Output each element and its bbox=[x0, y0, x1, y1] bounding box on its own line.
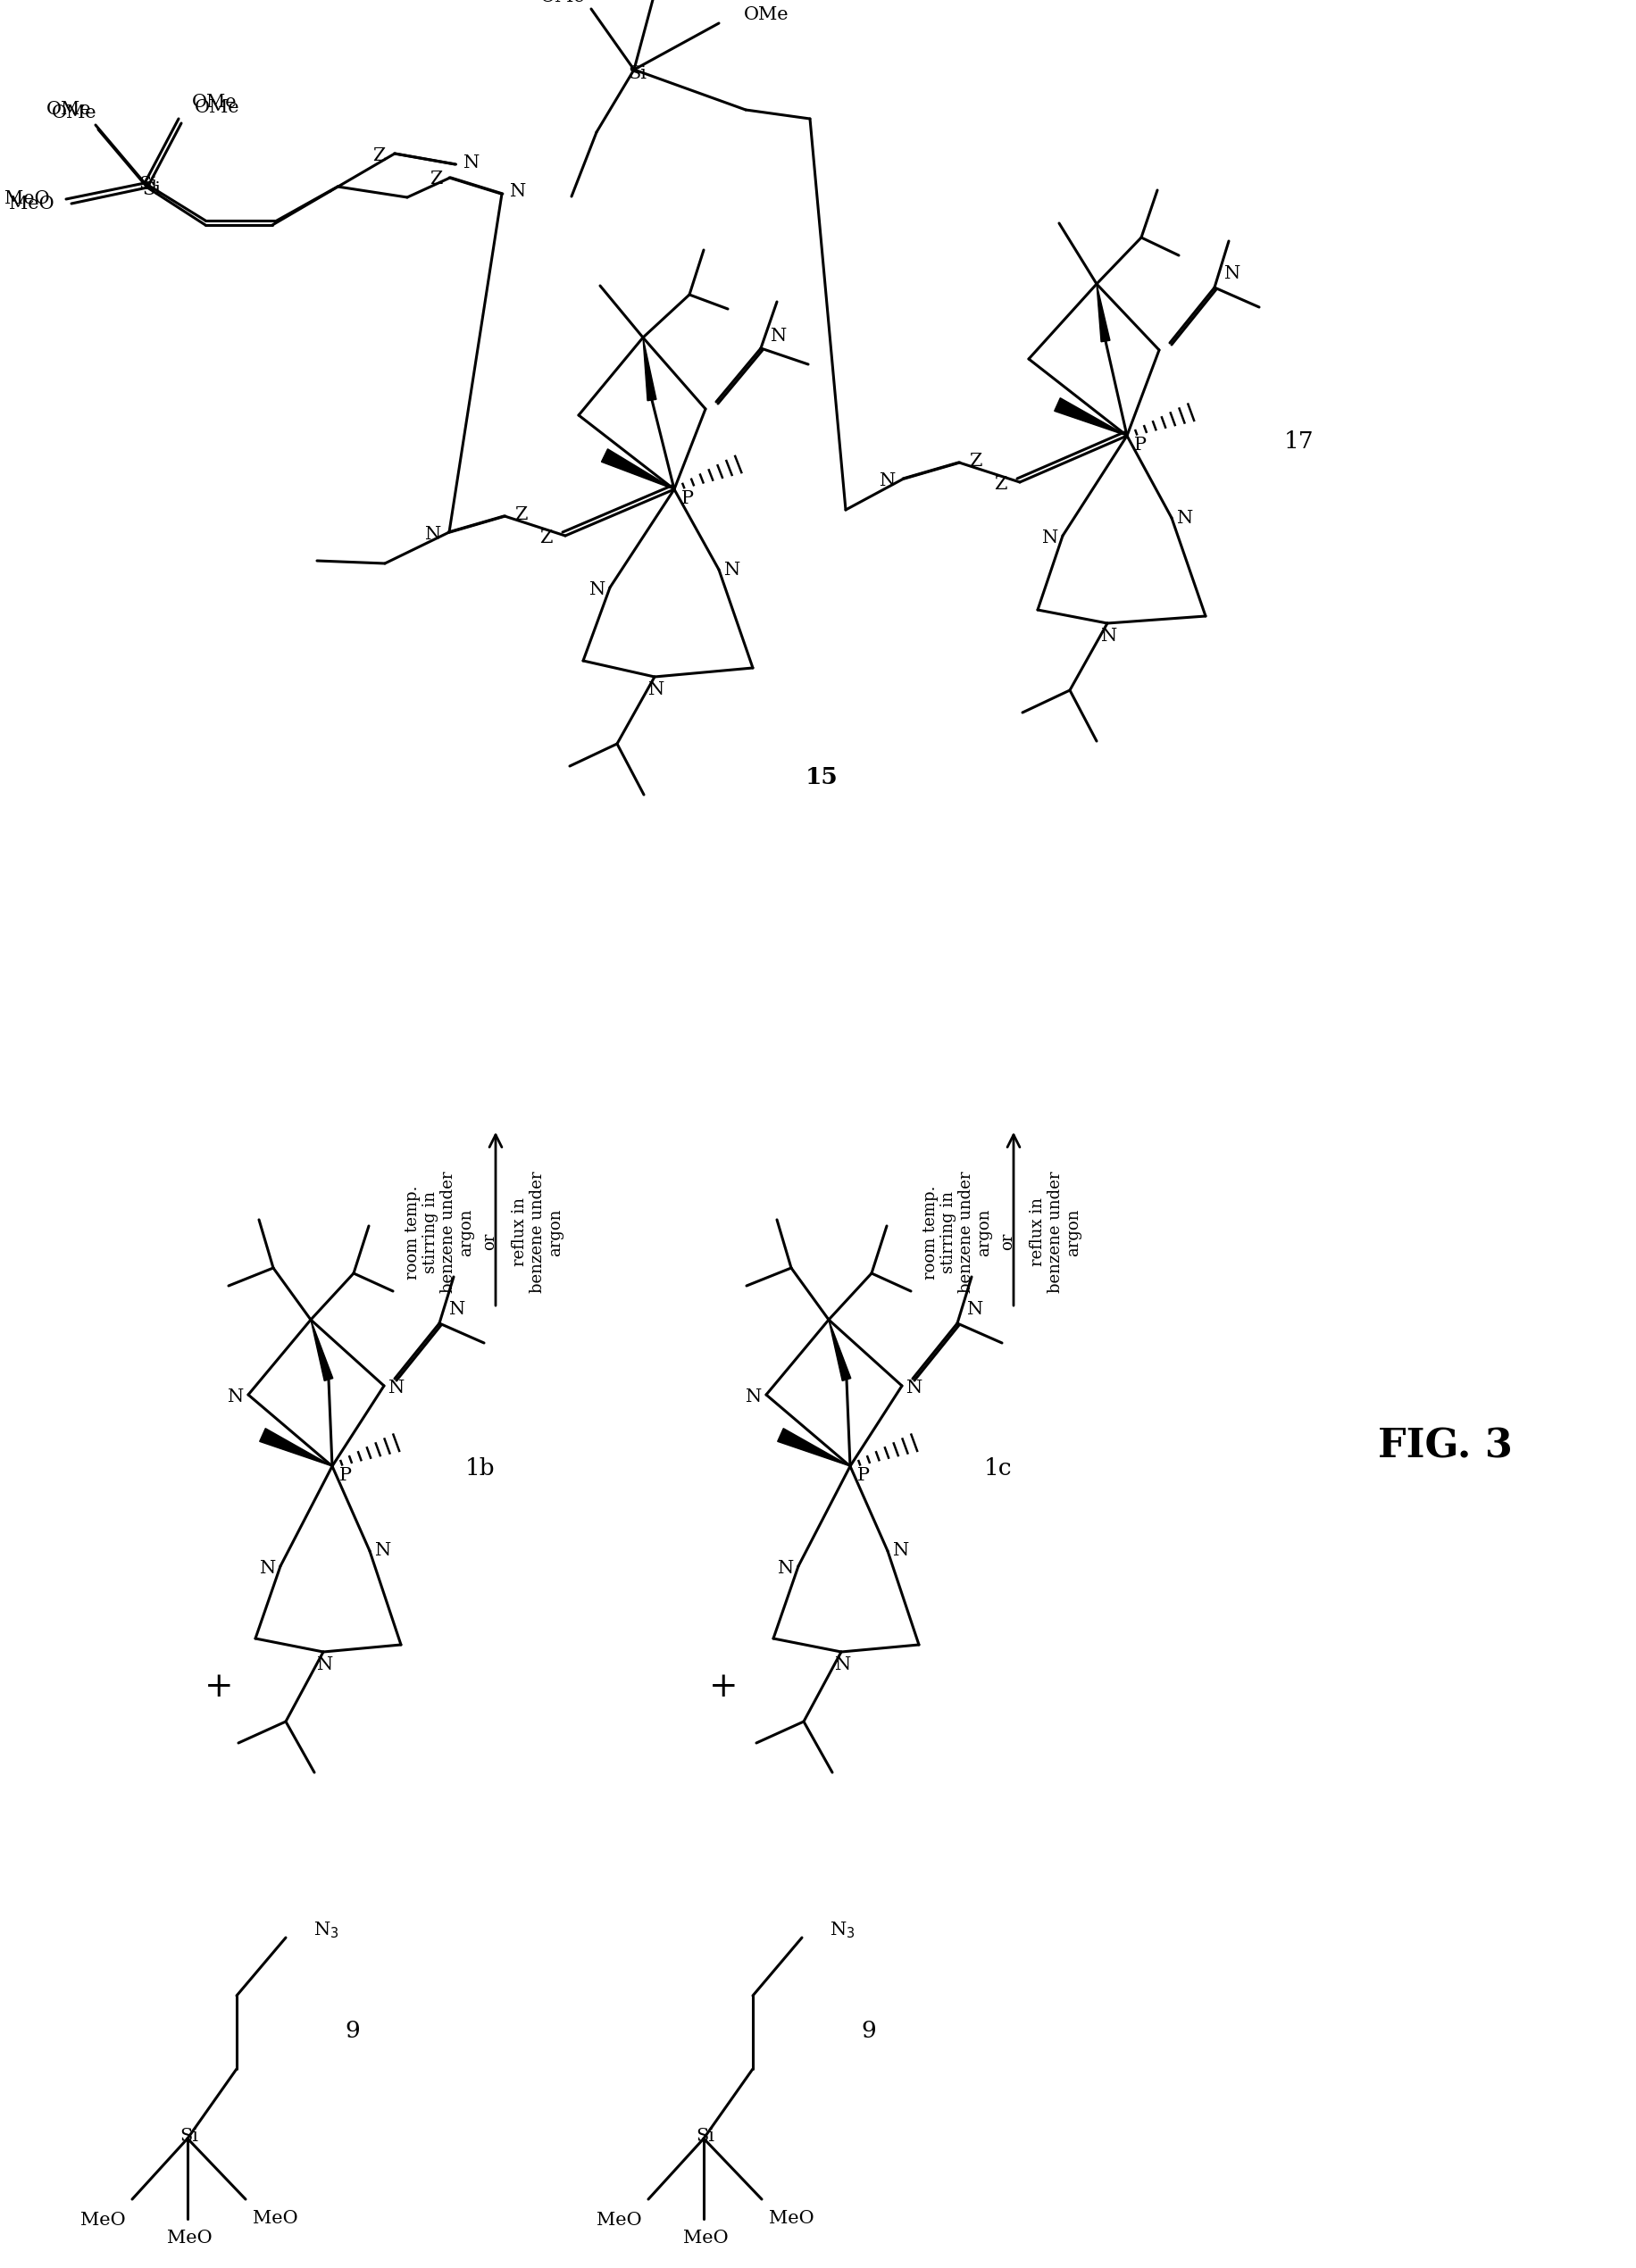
Text: N$_3$: N$_3$ bbox=[829, 1921, 854, 1941]
Text: or: or bbox=[998, 1232, 1014, 1250]
Polygon shape bbox=[1096, 284, 1109, 342]
Text: Si: Si bbox=[139, 177, 157, 193]
Text: 17: 17 bbox=[1284, 431, 1314, 454]
Polygon shape bbox=[311, 1320, 332, 1381]
Text: N: N bbox=[1224, 265, 1240, 284]
Text: OMe: OMe bbox=[51, 104, 97, 122]
Text: Z: Z bbox=[514, 506, 527, 524]
Text: benzene under: benzene under bbox=[530, 1170, 545, 1293]
Polygon shape bbox=[600, 449, 674, 490]
Text: MeO: MeO bbox=[167, 2229, 211, 2248]
Text: Z: Z bbox=[371, 147, 384, 163]
Text: Z: Z bbox=[969, 451, 982, 469]
Text: Z: Z bbox=[538, 531, 551, 547]
Text: 9: 9 bbox=[345, 2021, 360, 2043]
Text: N: N bbox=[388, 1379, 404, 1397]
Text: N: N bbox=[227, 1388, 244, 1404]
Text: Si: Si bbox=[180, 2127, 198, 2146]
Text: MeO: MeO bbox=[8, 195, 54, 213]
Text: MeO: MeO bbox=[682, 2229, 728, 2248]
Text: MeO: MeO bbox=[769, 2211, 813, 2227]
Text: MeO: MeO bbox=[5, 191, 49, 209]
Text: N: N bbox=[1042, 528, 1058, 547]
Text: argon: argon bbox=[975, 1209, 991, 1256]
Polygon shape bbox=[828, 1320, 851, 1381]
Text: P: P bbox=[681, 490, 694, 506]
Text: N: N bbox=[771, 327, 787, 345]
Text: MeO: MeO bbox=[596, 2211, 641, 2229]
Text: P: P bbox=[857, 1467, 869, 1483]
Text: N$_3$: N$_3$ bbox=[312, 1921, 339, 1941]
Text: N: N bbox=[448, 1302, 465, 1318]
Text: stirring in: stirring in bbox=[422, 1191, 438, 1272]
Text: N: N bbox=[375, 1542, 391, 1560]
Text: MeO: MeO bbox=[80, 2211, 126, 2229]
Text: OMe: OMe bbox=[540, 0, 586, 5]
Text: +: + bbox=[204, 1672, 234, 1703]
Text: reflux in: reflux in bbox=[512, 1198, 527, 1266]
Text: benzene under: benzene under bbox=[1047, 1170, 1063, 1293]
Text: P: P bbox=[339, 1467, 352, 1483]
Text: N: N bbox=[509, 184, 525, 200]
Text: N: N bbox=[723, 560, 739, 578]
Text: Si: Si bbox=[695, 2127, 715, 2146]
Polygon shape bbox=[643, 338, 656, 401]
Text: N: N bbox=[777, 1560, 793, 1576]
Text: benzene under: benzene under bbox=[957, 1170, 973, 1293]
Text: P: P bbox=[1134, 435, 1145, 454]
Text: OMe: OMe bbox=[191, 95, 237, 111]
Text: OMe: OMe bbox=[195, 100, 239, 116]
Text: Z: Z bbox=[429, 170, 442, 188]
Text: MeO: MeO bbox=[252, 2211, 298, 2227]
Text: argon: argon bbox=[1065, 1209, 1081, 1256]
Polygon shape bbox=[260, 1429, 332, 1465]
Text: stirring in: stirring in bbox=[939, 1191, 955, 1272]
Text: +: + bbox=[708, 1672, 738, 1703]
Text: 15: 15 bbox=[805, 767, 838, 787]
Text: N: N bbox=[1101, 628, 1117, 644]
Text: N: N bbox=[879, 472, 895, 490]
Text: Z: Z bbox=[993, 476, 1006, 494]
Text: OMe: OMe bbox=[46, 100, 92, 118]
Text: argon: argon bbox=[546, 1209, 563, 1256]
Text: N: N bbox=[834, 1656, 851, 1674]
Text: room temp.: room temp. bbox=[404, 1186, 420, 1279]
Polygon shape bbox=[1054, 397, 1126, 435]
Text: OMe: OMe bbox=[743, 7, 789, 23]
Text: N: N bbox=[317, 1656, 334, 1674]
Text: or: or bbox=[481, 1232, 497, 1250]
Text: 1c: 1c bbox=[983, 1458, 1013, 1481]
Text: reflux in: reflux in bbox=[1029, 1198, 1045, 1266]
Text: N: N bbox=[744, 1388, 761, 1404]
Text: N: N bbox=[892, 1542, 908, 1560]
Text: benzene under: benzene under bbox=[440, 1170, 456, 1293]
Text: N: N bbox=[648, 683, 664, 699]
Text: N: N bbox=[589, 581, 605, 599]
Text: room temp.: room temp. bbox=[923, 1186, 937, 1279]
Text: N: N bbox=[463, 154, 479, 170]
Text: N: N bbox=[967, 1302, 983, 1318]
Text: 1b: 1b bbox=[465, 1458, 496, 1481]
Text: argon: argon bbox=[458, 1209, 474, 1256]
Text: N: N bbox=[1176, 510, 1193, 526]
Text: N: N bbox=[425, 526, 442, 542]
Text: FIG. 3: FIG. 3 bbox=[1378, 1427, 1512, 1465]
Text: Si: Si bbox=[628, 66, 646, 82]
Text: Si: Si bbox=[142, 181, 160, 200]
Text: 9: 9 bbox=[861, 2021, 875, 2043]
Text: N: N bbox=[906, 1379, 923, 1397]
Text: N: N bbox=[260, 1560, 276, 1576]
Polygon shape bbox=[777, 1429, 849, 1465]
